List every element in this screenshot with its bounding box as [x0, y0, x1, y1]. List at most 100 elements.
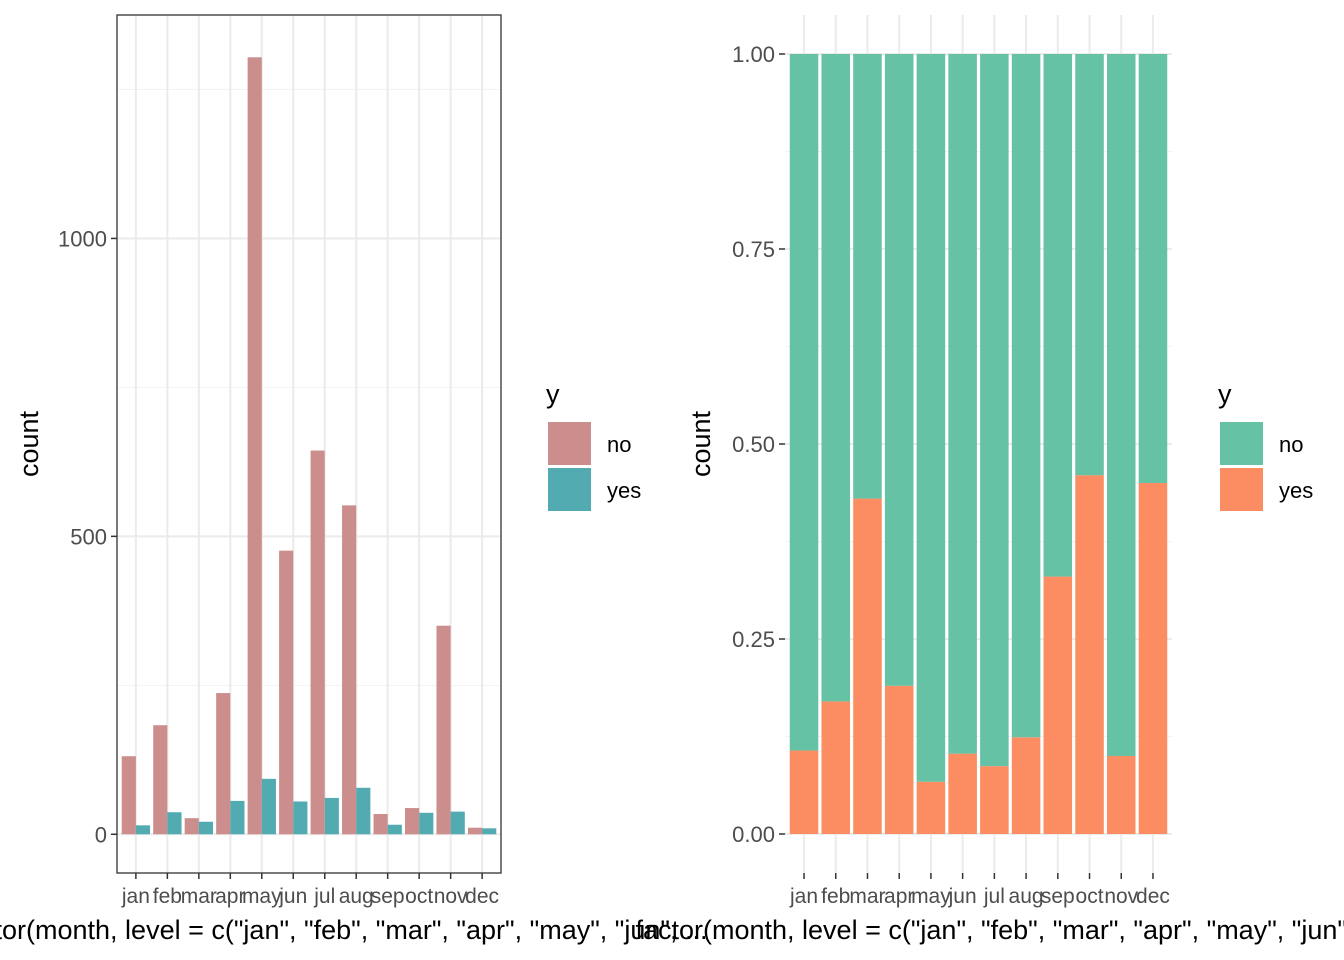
- bar-yes-mar: [198, 821, 213, 835]
- bar-no-jul: [980, 54, 1009, 767]
- x-tick-label: mar: [849, 885, 885, 908]
- panel-border: [116, 14, 502, 874]
- x-axis-title: factor(month, level = c("jan", "feb", "m…: [635, 915, 1344, 945]
- bar-no-feb: [821, 54, 851, 702]
- legend-key-no: [548, 422, 591, 465]
- bar-no-sep: [373, 814, 388, 835]
- x-axis-title: factor(month, level = c("jan", "feb", "m…: [0, 915, 708, 945]
- x-tick-label: jun: [278, 885, 307, 908]
- bar-yes-feb: [821, 701, 851, 834]
- bar-yes-may: [261, 778, 276, 835]
- bar-no-may: [916, 54, 946, 782]
- bar-yes-dec: [1138, 483, 1168, 834]
- x-tick-label: feb: [821, 885, 850, 908]
- bar-yes-may: [916, 781, 946, 834]
- bar-no-jan: [789, 54, 819, 751]
- y-axis-title: count: [14, 410, 44, 477]
- x-tick-label: mar: [181, 885, 217, 908]
- bar-no-mar: [184, 818, 199, 835]
- legend-label-no: no: [1279, 432, 1303, 457]
- bar-no-mar: [853, 54, 882, 499]
- bar-no-dec: [1138, 54, 1168, 483]
- x-tick-label: dec: [1136, 885, 1170, 908]
- bar-yes-oct: [1075, 475, 1104, 834]
- bar-no-sep: [1043, 54, 1073, 577]
- x-tick-label: nov: [1104, 885, 1138, 908]
- x-tick-label: aug: [339, 885, 374, 908]
- x-tick-label: jun: [948, 885, 977, 908]
- y-tick-label: 0.50: [732, 432, 775, 457]
- y-axis-title: count: [686, 410, 716, 477]
- bar-yes-apr: [230, 800, 245, 835]
- x-tick-label: jan: [789, 885, 818, 908]
- x-tick-label: jul: [313, 885, 335, 908]
- x-tick-label: apr: [884, 885, 914, 908]
- x-tick-label: oct: [405, 885, 433, 908]
- bar-no-jun: [948, 54, 977, 754]
- bar-yes-sep: [387, 824, 402, 835]
- x-tick-label: feb: [153, 885, 182, 908]
- x-tick-label: dec: [465, 885, 499, 908]
- bar-no-apr: [884, 54, 914, 686]
- y-tick-label: 0.00: [732, 822, 775, 847]
- bar-no-nov: [1106, 54, 1136, 756]
- x-tick-label: apr: [215, 885, 245, 908]
- y-tick-label: 1000: [58, 226, 107, 251]
- bar-yes-apr: [884, 685, 914, 834]
- legend: y no yes: [1218, 379, 1313, 511]
- bar-yes-jan: [135, 825, 151, 835]
- y-tick-label: 1.00: [732, 42, 775, 67]
- bar-yes-aug: [356, 787, 371, 835]
- x-tick-label: may: [242, 885, 282, 908]
- legend-key-no: [1220, 422, 1263, 465]
- legend-title: y: [546, 379, 560, 409]
- bar-no-feb: [153, 725, 168, 835]
- legend-label-yes: yes: [607, 478, 641, 503]
- bar-no-aug: [342, 505, 357, 835]
- legend-label-yes: yes: [1279, 478, 1313, 503]
- bar-yes-nov: [450, 811, 465, 835]
- bar-no-apr: [216, 693, 231, 835]
- bar-no-jan: [121, 756, 136, 835]
- bar-yes-dec: [482, 828, 497, 835]
- bar-yes-feb: [167, 812, 182, 835]
- bar-no-may: [247, 57, 262, 835]
- bar-no-oct: [1075, 54, 1104, 476]
- bar-yes-oct: [419, 812, 434, 835]
- bar-yes-mar: [853, 498, 882, 834]
- bar-yes-jun: [948, 753, 977, 834]
- bar-no-jun: [279, 550, 294, 835]
- x-tick-label: aug: [1009, 885, 1044, 908]
- legend-key-yes: [1220, 468, 1263, 511]
- x-tick-label: sep: [1041, 885, 1075, 908]
- bar-yes-nov: [1106, 756, 1136, 834]
- legend-title: y: [1218, 379, 1232, 409]
- x-tick-label: jan: [121, 885, 150, 908]
- legend: y no yes: [546, 379, 641, 511]
- x-tick-label: oct: [1076, 885, 1104, 908]
- legend-key-yes: [548, 468, 591, 511]
- bar-no-jul: [310, 450, 325, 835]
- bar-no-aug: [1011, 54, 1041, 738]
- y-tick-label: 0.25: [732, 627, 775, 652]
- bar-yes-jan: [789, 750, 819, 834]
- bar-no-dec: [467, 827, 483, 835]
- bar-yes-jun: [293, 801, 308, 835]
- bar-no-oct: [405, 808, 420, 835]
- bar-yes-jul: [980, 766, 1009, 834]
- y-tick-label: 0: [95, 822, 107, 847]
- bar-yes-jul: [324, 797, 339, 835]
- x-tick-label: sep: [371, 885, 405, 908]
- legend-label-no: no: [607, 432, 631, 457]
- x-tick-label: may: [911, 885, 951, 908]
- x-tick-label: nov: [434, 885, 468, 908]
- bar-yes-aug: [1011, 737, 1041, 834]
- bar-yes-sep: [1043, 576, 1073, 834]
- y-tick-label: 0.75: [732, 237, 775, 262]
- x-tick-label: jul: [983, 885, 1005, 908]
- bar-no-nov: [436, 625, 451, 835]
- y-tick-label: 500: [70, 524, 107, 549]
